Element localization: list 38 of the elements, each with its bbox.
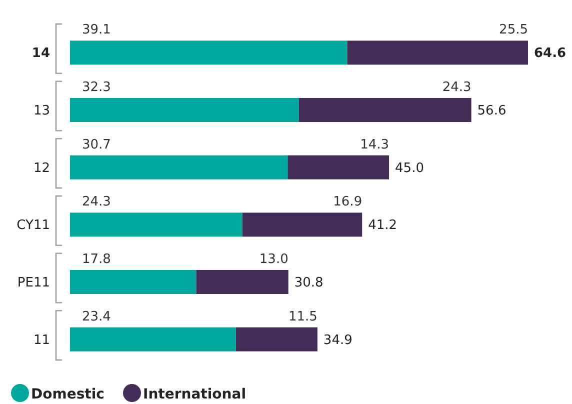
- bar: [236, 327, 318, 352]
- total-label: 56.6: [477, 104, 506, 119]
- y-tick-label: 13: [33, 104, 50, 119]
- data-label: 32.3: [82, 80, 111, 95]
- total-label: 30.8: [294, 276, 324, 291]
- bar: [70, 327, 236, 352]
- total-label: 64.6: [534, 46, 566, 62]
- data-label: 23.4: [82, 309, 111, 324]
- data-label: 24.3: [442, 80, 472, 95]
- bar: [70, 155, 288, 180]
- y-tick-label: PE11: [17, 276, 50, 291]
- data-label: 11.5: [288, 309, 318, 324]
- total-label: 45.0: [395, 160, 424, 176]
- data-label: 13.0: [259, 252, 288, 267]
- bar: [299, 98, 472, 122]
- bar: [196, 270, 288, 294]
- bar: [70, 270, 196, 294]
- legend-label: Domestic: [31, 386, 104, 403]
- y-tick-label: 14: [32, 46, 50, 62]
- data-label: 39.1: [82, 22, 111, 38]
- bar: [70, 212, 242, 237]
- y-tick-label: 11: [33, 332, 50, 348]
- data-label: 16.9: [333, 194, 362, 210]
- data-label: 30.7: [82, 137, 111, 152]
- bar: [288, 155, 390, 180]
- y-tick-label: 12: [33, 160, 50, 176]
- data-label: 24.3: [82, 194, 111, 210]
- data-label: 17.8: [82, 252, 111, 267]
- bar: [70, 40, 348, 65]
- total-label: 41.2: [368, 218, 398, 234]
- bar: [70, 98, 299, 122]
- bar: [242, 212, 362, 237]
- bar: [347, 40, 528, 65]
- y-tick-label: CY11: [16, 218, 50, 234]
- data-label: 25.5: [499, 22, 528, 38]
- data-label: 14.3: [360, 137, 390, 152]
- legend-label: International: [143, 386, 246, 403]
- total-label: 34.9: [323, 332, 352, 348]
